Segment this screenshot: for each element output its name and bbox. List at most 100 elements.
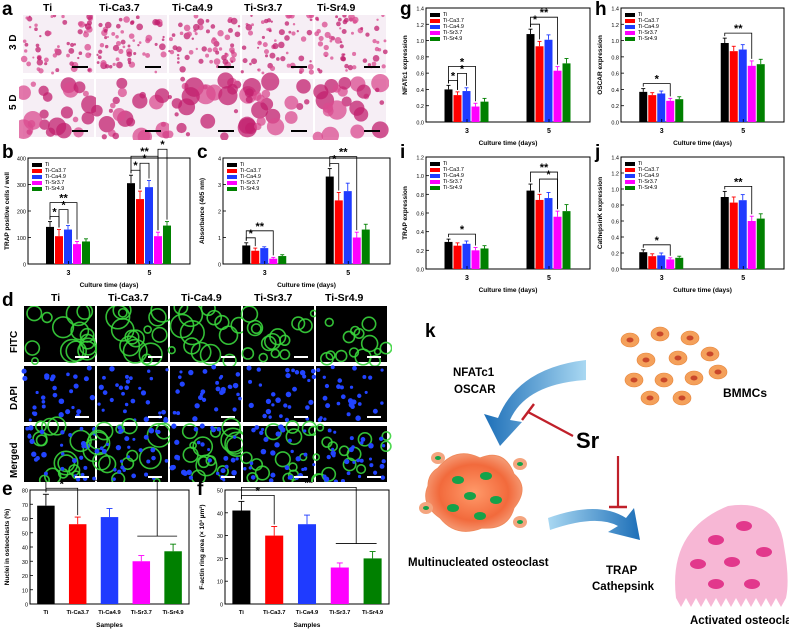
stained-cell [362,58,368,63]
stained-cell [296,30,299,33]
stained-cell [177,57,180,60]
stained-cell [104,36,108,40]
d-col-ca37: Ti-Ca3.7 [108,292,149,304]
bar [453,245,462,269]
stained-cell [230,60,234,63]
stained-cell [60,106,73,119]
nucleus [143,434,149,440]
nucleus [351,399,357,405]
stained-cell [23,110,43,130]
y-tick-label: 0 [218,263,221,269]
nucleus [340,479,346,482]
nucleus [199,423,205,429]
panel-label-a: a [2,0,13,20]
nucleus [301,467,305,472]
bar [82,241,90,264]
legend-swatch [625,168,635,172]
stained-cell [372,55,380,62]
actin-ring [70,321,90,341]
nucleus [186,469,192,476]
actin-ring [312,453,321,461]
legend-label: Ti-Sr3.7 [443,30,462,36]
nucleus [130,398,136,404]
legend-label: Ti-Sr3.7 [443,179,462,185]
legend-label: Ti-Ca3.7 [638,167,659,173]
sr-inhibition-line-1 [527,411,574,437]
nucleus [99,446,104,451]
nucleus [28,418,32,422]
y-tick-label: 0.4 [416,88,424,94]
nucleus [220,386,226,393]
bmmc-nucleus [660,377,668,383]
nucleus [284,417,290,423]
legend-swatch [430,37,440,41]
stained-cell [335,15,339,19]
nucleus [83,465,88,470]
stained-cell [220,132,229,140]
stained-cell [360,27,364,30]
stained-cell [129,20,135,25]
trap-micrograph [165,72,242,140]
stained-cell [286,63,291,68]
legend-swatch [625,174,635,178]
stained-cell [379,100,385,105]
nucleus [331,447,335,451]
stained-cell [266,28,269,31]
legend-label: Ti-Sr3.7 [638,30,657,36]
plot-frame [620,7,785,123]
nucleus [69,389,74,394]
stained-cell [210,24,216,29]
nucleus [115,383,119,387]
legend-swatch [430,180,440,184]
significance-star: * [655,74,660,86]
stained-cell [198,58,204,64]
stained-cell [69,61,74,66]
nucleus [188,475,193,480]
nucleus [118,429,123,434]
stained-cell [376,40,380,44]
nucleus [58,398,65,405]
nucleus [43,471,48,476]
significance-bracket [457,72,467,90]
d-col-sr49: Ti-Sr4.9 [325,292,364,304]
bar [278,256,287,264]
stained-cell [376,18,379,21]
x-tick-label: 3 [67,270,71,277]
nucleus [372,408,378,414]
bar [480,101,489,122]
d-col-ti: Ti [51,292,61,304]
actin-ring [148,308,167,327]
nucleus [124,374,129,379]
bar [334,200,343,264]
stained-cell [342,19,348,25]
y-tick-label: 0.0 [416,121,424,127]
actin-ring [98,455,117,474]
bar [46,226,54,264]
actin-ring [26,306,43,322]
stained-cell [174,112,179,117]
stained-cell [171,33,176,37]
nucleus [200,389,206,395]
nucleus [101,448,107,454]
stained-cell [245,96,253,104]
stained-cell [215,50,220,55]
chart-g-nfatc1: 0.0 0.2 0.4 0.6 0.8 1.0 1.2 1.4 NFATc1 expressio… [402,7,591,147]
x-axis-label: Culture time (days) [479,287,538,294]
stained-cell [115,40,121,47]
nucleus [92,476,96,481]
stained-cell [52,53,58,58]
legend-label: Ti-Sr4.9 [443,185,462,191]
stained-cell [264,49,269,55]
stained-cell [342,15,347,18]
actin-ring [190,341,212,363]
x-tick-label: Ti-Sr4.9 [362,610,384,616]
trap-micrograph [240,15,315,75]
nucleus [336,384,341,390]
legend-swatch [32,187,42,191]
actin-ring [182,446,199,463]
x-tick-label: Ti-Ca4.9 [98,610,121,616]
stained-cell [292,23,296,26]
stained-cell [270,20,273,23]
bmmc-nucleus [646,395,654,401]
significance-bracket [139,162,150,190]
